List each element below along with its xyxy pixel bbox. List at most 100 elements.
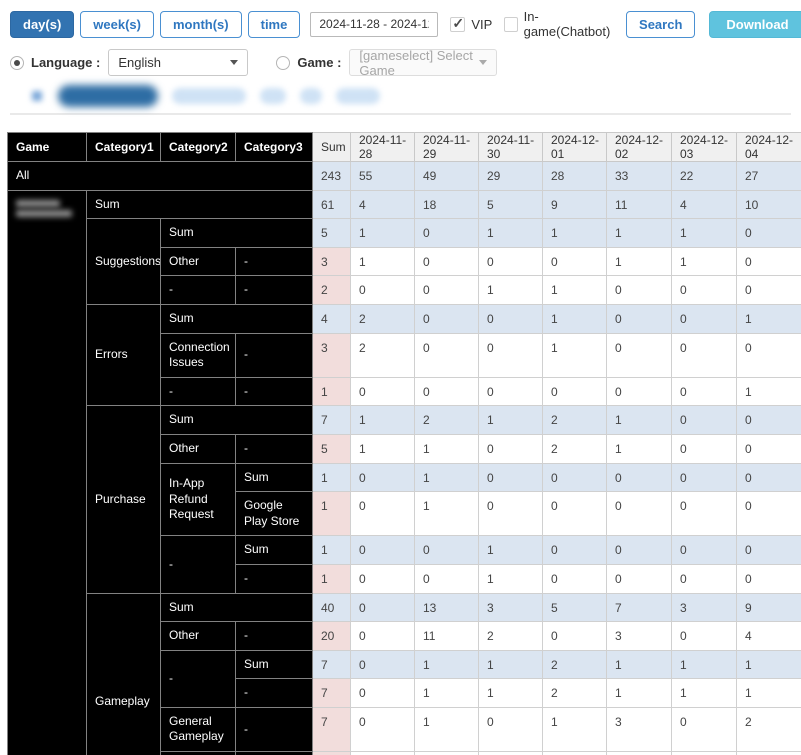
value-cell: 1 — [736, 649, 801, 680]
table-row: All 243 55 49 29 28 33 22 27 — [7, 161, 801, 191]
toolbar-row-filters: Language : English Game : [gameselect] S… — [10, 48, 791, 78]
category-cell: - — [235, 332, 313, 378]
redacted-game-name — [16, 209, 72, 217]
value-cell: 1 — [542, 332, 607, 378]
redacted-link[interactable] — [260, 88, 286, 104]
value-cell: 1 — [478, 535, 543, 565]
value-cell: 2 — [736, 706, 801, 753]
game-label: Game : — [297, 55, 342, 70]
category-cell: - — [235, 376, 313, 407]
sum-cell: 1 — [312, 491, 351, 537]
column-header: 2024-12-03 — [671, 132, 737, 162]
date-range-input[interactable] — [310, 11, 439, 37]
vip-checkbox[interactable] — [450, 15, 466, 32]
value-cell: 0 — [606, 563, 672, 594]
language-radio[interactable] — [10, 55, 24, 70]
value-cell: 0 — [671, 332, 737, 378]
range-button[interactable]: week(s) — [80, 10, 154, 38]
value-cell: 4 — [671, 189, 737, 220]
value-cell: 1 — [606, 649, 672, 680]
value-cell: 2 — [542, 678, 607, 708]
value-cell: 0 — [478, 462, 543, 493]
table-header-row: Game Category1 Category2 Category3 Sum 2024-1… — [7, 132, 801, 162]
table-row: Restoration Request-20001010 — [8, 751, 801, 755]
sum-cell: 3 — [312, 246, 351, 277]
value-cell: 0 — [350, 678, 415, 708]
value-cell: 3 — [478, 592, 543, 623]
language-select[interactable]: English — [108, 49, 249, 76]
redacted-link[interactable] — [172, 88, 246, 104]
redacted-primary-button[interactable] — [58, 85, 158, 107]
category-cell: Other — [160, 246, 236, 277]
value-cell: 33 — [606, 161, 672, 191]
value-cell: 0 — [736, 491, 801, 537]
sum-cell: 1 — [312, 535, 351, 565]
table-row: Errors Sum 4 2 0 0 1 0 0 1 — [8, 303, 801, 407]
sum-cell: 1 — [312, 462, 351, 493]
sum-cell: 7 — [312, 678, 351, 708]
value-cell: 0 — [542, 563, 607, 594]
range-button[interactable]: day(s) — [10, 10, 75, 38]
column-header: Game — [7, 132, 87, 162]
category-cell: - — [235, 275, 313, 305]
value-cell: 1 — [606, 678, 672, 708]
category-cell: Google Play Store — [235, 491, 313, 537]
value-cell: 0 — [414, 218, 479, 248]
game-radio[interactable] — [276, 55, 291, 70]
table-row: - Sum 1 0 0 1 0 0 0 0 — [8, 535, 801, 594]
ingame-checkbox[interactable] — [504, 16, 518, 32]
value-cell: 0 — [478, 706, 543, 753]
value-cell: 0 — [736, 751, 801, 755]
value-cell: 0 — [414, 751, 479, 755]
value-cell: 55 — [350, 161, 415, 191]
value-cell: 1 — [478, 563, 543, 594]
ingame-checkbox-wrap: In-game(Chatbot) — [504, 9, 612, 39]
value-cell: 49 — [414, 161, 479, 191]
value-cell: 0 — [478, 491, 543, 537]
redacted-icon — [32, 91, 42, 101]
sum-cell: 61 — [312, 189, 351, 220]
category-cell: Gameplay — [86, 592, 161, 755]
value-cell: 0 — [350, 649, 415, 680]
game-select[interactable]: [gameselect] Select Game — [349, 48, 498, 78]
value-cell: 18 — [414, 189, 479, 220]
table-row: Other -20 0 11 2 0 3 0 4 — [8, 621, 801, 651]
value-cell: 0 — [542, 535, 607, 565]
redacted-toolbar-row — [10, 85, 791, 115]
value-cell: 13 — [414, 592, 479, 623]
category-cell: Other — [160, 433, 236, 464]
column-header: Category3 — [235, 132, 313, 162]
value-cell: 1 — [671, 246, 737, 277]
value-cell: 0 — [671, 563, 737, 594]
value-cell: 0 — [606, 332, 672, 378]
value-cell: 1 — [671, 649, 737, 680]
download-button[interactable]: Download — [709, 10, 801, 38]
value-cell: 0 — [414, 303, 479, 334]
value-cell: 1 — [671, 218, 737, 248]
value-cell: 1 — [478, 649, 543, 680]
value-cell: 1 — [414, 678, 479, 708]
value-cell: 0 — [542, 376, 607, 407]
value-cell: 0 — [736, 246, 801, 277]
range-button[interactable]: time — [247, 10, 301, 38]
value-cell: 0 — [736, 405, 801, 435]
value-cell: 0 — [736, 433, 801, 464]
redacted-link[interactable] — [336, 88, 380, 104]
value-cell: 0 — [542, 462, 607, 493]
value-cell: 1 — [542, 303, 607, 334]
value-cell: 0 — [606, 491, 672, 537]
column-header: 2024-11-29 — [414, 132, 479, 162]
search-button[interactable]: Search — [626, 10, 696, 38]
range-button[interactable]: month(s) — [160, 10, 242, 38]
value-cell: 2 — [542, 405, 607, 435]
table-row: Sum 61 4 18 5 9 11 4 10 — [7, 189, 801, 755]
category-cell: Restoration Request — [160, 751, 236, 755]
sum-cell: 3 — [312, 332, 351, 378]
value-cell: 0 — [671, 405, 737, 435]
category-cell: General Gameplay — [160, 706, 236, 753]
category-cell: Sum — [235, 462, 313, 493]
value-cell: 0 — [606, 751, 672, 755]
category-cell: - — [235, 678, 313, 708]
chevron-down-icon — [230, 60, 239, 65]
redacted-link[interactable] — [300, 88, 322, 104]
